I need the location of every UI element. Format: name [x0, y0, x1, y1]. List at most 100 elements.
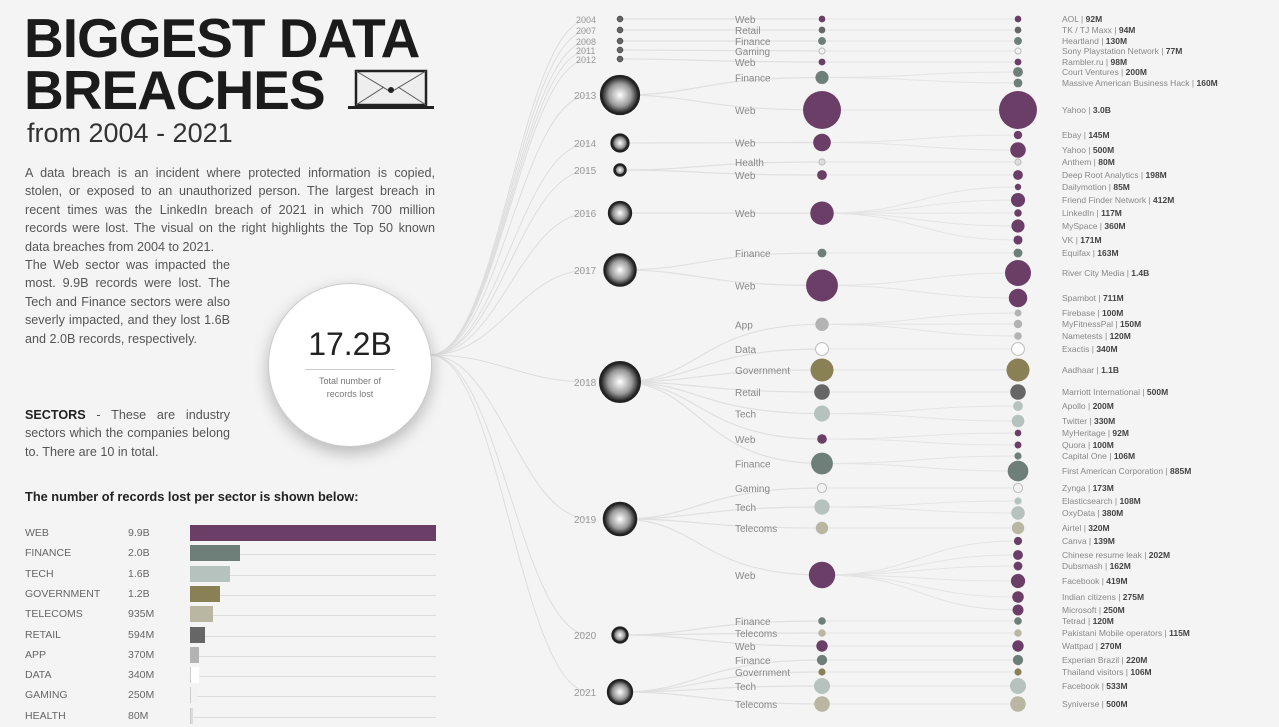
sector-label: Web — [735, 571, 756, 582]
year-label: 2015 — [574, 166, 597, 177]
sector-bubble — [810, 201, 833, 224]
sector-bubble — [817, 170, 827, 180]
company-records-value: 171M — [1080, 235, 1101, 245]
bar-label: WEB — [25, 527, 49, 539]
sector-label: Finance — [735, 460, 771, 471]
company-bubble — [1015, 184, 1021, 190]
year-to-sector-link — [620, 95, 822, 110]
company-label: OxyData | 380M — [1062, 508, 1123, 518]
company-label: Facebook | 533M — [1062, 681, 1128, 691]
company-records-value: 100M — [1093, 440, 1114, 450]
sector-bubble — [817, 655, 827, 665]
bar-label: RETAIL — [25, 629, 61, 641]
bar — [190, 627, 205, 643]
company-records-value: 160M — [1196, 78, 1217, 88]
company-label: Wattpad | 270M — [1062, 641, 1122, 651]
bar-value-label: 370M — [128, 649, 154, 661]
year-bubble — [604, 503, 637, 536]
year-label: 2021 — [574, 688, 597, 699]
sector-label: Gaming — [735, 484, 770, 495]
year-to-sector-link — [620, 672, 822, 692]
company-records-value: 500M — [1093, 145, 1114, 155]
company-records-value: 200M — [1126, 67, 1147, 77]
bar-label: GAMING — [25, 689, 68, 701]
bar-value-label: 2.0B — [128, 547, 150, 559]
bar — [190, 647, 199, 663]
company-bubble — [1013, 401, 1023, 411]
year-label: 2014 — [574, 139, 597, 150]
sector-to-company-link — [822, 464, 1018, 472]
company-records-value: 115M — [1169, 628, 1190, 638]
company-bubble — [1012, 343, 1025, 356]
total-to-year-link — [430, 41, 590, 355]
company-label: TK / TJ Maxx | 94M — [1062, 25, 1135, 35]
bar-label: APP — [25, 649, 46, 661]
sector-label: Telecoms — [735, 524, 777, 535]
company-records-value: 117M — [1101, 208, 1122, 218]
sector-label: Web — [735, 139, 756, 150]
sector-to-company-link — [822, 213, 1018, 240]
company-records-value: 1.1B — [1101, 365, 1119, 375]
company-bubble — [1014, 249, 1023, 258]
sector-label: Finance — [735, 617, 771, 628]
company-records-value: 412M — [1153, 195, 1174, 205]
company-label: Twitter | 330M — [1062, 416, 1115, 426]
sector-bubble — [803, 91, 841, 129]
company-records-value: 202M — [1149, 550, 1170, 560]
bar-value-label: 935M — [128, 608, 154, 620]
year-bubble — [617, 38, 623, 44]
company-records-value: 3.0B — [1093, 105, 1111, 115]
total-to-year-link — [430, 50, 590, 355]
company-label: Heartland | 130M — [1062, 36, 1127, 46]
sector-bubble — [810, 358, 833, 381]
laptop-envelope-icon — [348, 68, 436, 112]
year-to-sector-link — [620, 660, 822, 692]
company-bubble — [1015, 430, 1022, 437]
bar-label: TECH — [25, 568, 54, 580]
bar-value-label: 594M — [128, 629, 154, 641]
company-bubble — [1011, 219, 1024, 232]
sector-label: Web — [735, 58, 756, 69]
sector-label: Telecoms — [735, 700, 777, 711]
sector-to-company-link — [822, 501, 1018, 507]
year-to-sector-link — [620, 382, 822, 464]
sector-label: Web — [735, 15, 756, 26]
sector-bubble — [819, 48, 825, 54]
sector-label: Web — [735, 282, 756, 293]
year-to-sector-link — [620, 488, 822, 519]
company-bubble — [1012, 522, 1024, 534]
company-label: Facebook | 419M — [1062, 576, 1128, 586]
sector-to-company-link — [822, 273, 1018, 286]
sector-to-company-link — [822, 507, 1018, 513]
company-bubble — [1014, 668, 1021, 675]
company-records-value: 92M — [1112, 428, 1129, 438]
company-bubble — [1014, 497, 1021, 504]
company-records-value: 711M — [1103, 293, 1124, 303]
sector-label: Tech — [735, 682, 756, 693]
company-bubble — [1009, 289, 1027, 307]
company-bubble — [1015, 59, 1022, 66]
company-records-value: 106M — [1114, 451, 1135, 461]
company-bubble — [1014, 629, 1021, 636]
bar-value-label: 1.2B — [128, 588, 150, 600]
company-bubble — [1010, 678, 1026, 694]
bar — [190, 566, 230, 582]
company-label: Tetrad | 120M — [1062, 616, 1114, 626]
year-to-sector-link — [620, 59, 822, 62]
sector-to-company-link — [822, 143, 1018, 151]
company-records-value: 885M — [1170, 466, 1191, 476]
year-label: 2019 — [574, 515, 597, 526]
year-to-sector-link — [620, 253, 822, 270]
company-bubble — [1015, 159, 1021, 165]
sector-label: Data — [735, 345, 757, 356]
year-bubble — [614, 164, 625, 175]
company-bubble — [1015, 27, 1022, 34]
company-bubble — [1014, 562, 1023, 571]
year-to-sector-link — [620, 143, 822, 144]
company-label: Aadhaar | 1.1B — [1062, 365, 1119, 375]
company-bubble — [1011, 574, 1025, 588]
company-label: Deep Root Analytics | 198M — [1062, 170, 1167, 180]
sector-to-company-link — [822, 286, 1018, 299]
company-bubble — [1014, 79, 1023, 88]
